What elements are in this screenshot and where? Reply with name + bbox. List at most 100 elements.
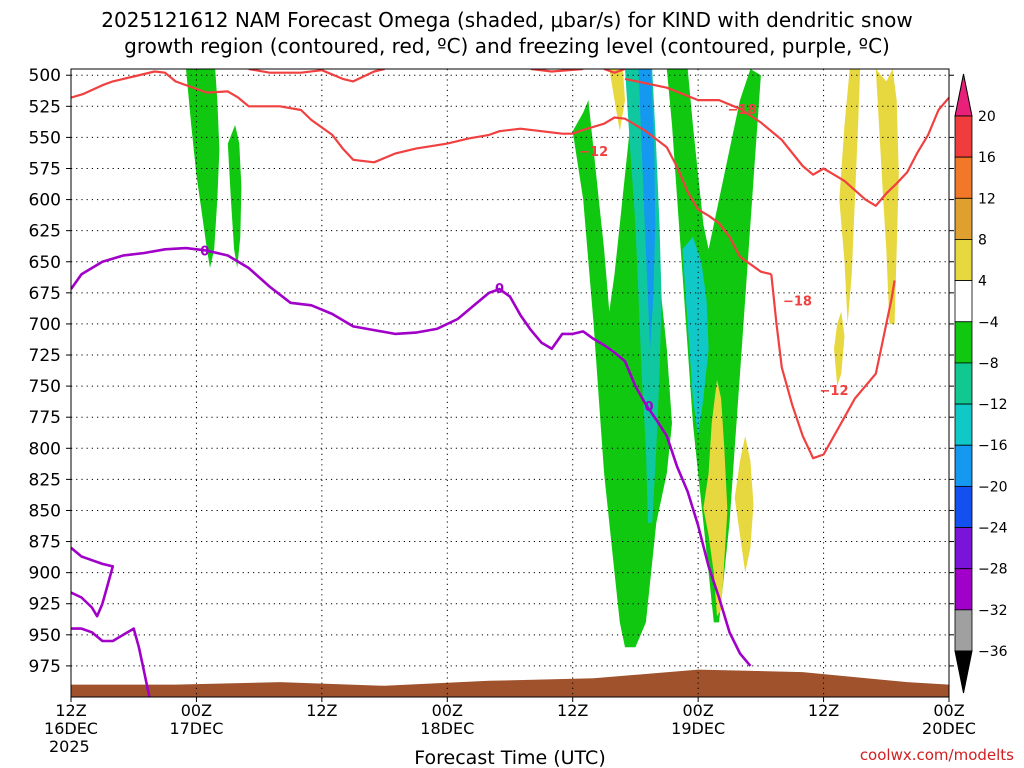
watermark: coolwx.com/modelts xyxy=(860,746,1014,764)
x-tick-label-5-0: 00Z xyxy=(682,701,713,720)
y-tick-label-850: 850 xyxy=(29,501,61,521)
x-tick-label-7-0: 00Z xyxy=(933,701,964,720)
colorbar-swatch-9 xyxy=(954,485,973,528)
omega-region-1 xyxy=(227,125,242,268)
contour-label-2: −18 xyxy=(783,294,812,309)
y-tick-label-625: 625 xyxy=(29,222,61,242)
x-tick-label-0-2: 2025 xyxy=(49,737,90,756)
colorbar-swatch-6 xyxy=(954,362,973,405)
colorbar-swatch-12 xyxy=(954,609,973,652)
y-tick-label-650: 650 xyxy=(29,253,61,273)
omega-region-10 xyxy=(839,69,861,324)
freezing-level-lowleft xyxy=(71,546,115,618)
dgz-contour-right-lower xyxy=(770,274,896,460)
y-tick-label-825: 825 xyxy=(29,470,61,490)
dgz-contour-mid xyxy=(530,69,584,73)
x-tick-label-3-0: 00Z xyxy=(432,701,463,720)
x-tick-label-0-0: 12Z xyxy=(55,701,86,720)
plot-area: −18 −12 −18 −12 0 0 0 xyxy=(70,68,950,698)
y-tick-label-725: 725 xyxy=(29,346,61,366)
colorbar-top-arrow xyxy=(954,73,973,117)
colorbar-swatch-7 xyxy=(954,403,973,446)
contour-label-6: 0 xyxy=(644,400,653,415)
omega-region-12 xyxy=(875,69,899,324)
x-tick-label-3-1: 18DEC xyxy=(420,719,474,738)
colorbar-swatch-5 xyxy=(954,321,973,364)
chart-title-line1: 2025121612 NAM Forecast Omega (shaded, μ… xyxy=(101,8,912,32)
terrain xyxy=(71,669,949,697)
colorbar-swatch-8 xyxy=(954,444,973,487)
colorbar-label-6: −8 xyxy=(978,356,999,372)
x-tick-label-7-1: 20DEC xyxy=(922,719,976,738)
x-tick-label-5-1: 19DEC xyxy=(671,719,725,738)
omega-region-0 xyxy=(186,69,220,268)
x-tick-label-6-0: 12Z xyxy=(808,701,839,720)
colorbar-label-13: −36 xyxy=(978,644,1008,660)
colorbar-label-11: −28 xyxy=(978,562,1008,578)
freezing-level-lowleft2 xyxy=(71,627,151,697)
omega-region-11 xyxy=(834,311,845,387)
colorbar-label-4: 4 xyxy=(978,274,987,290)
colorbar-swatch-11 xyxy=(954,568,973,611)
colorbar-label-10: −24 xyxy=(978,521,1008,537)
omega-region-9 xyxy=(734,435,754,573)
colorbar: 20 16 12 8 4 −4 −8 −12 −16 −20 −24 −28 −32 −36 xyxy=(954,73,1008,694)
colorbar-label-3: 8 xyxy=(978,232,987,248)
y-tick-label-800: 800 xyxy=(29,439,61,459)
colorbar-label-2: 12 xyxy=(978,191,996,207)
plot-frame xyxy=(70,68,950,698)
y-tick-label-700: 700 xyxy=(29,315,61,335)
y-tick-label-950: 950 xyxy=(29,626,61,646)
dgz-contour-upper xyxy=(71,70,772,276)
y-tick-label-600: 600 xyxy=(29,191,61,211)
x-tick-label-0-1: 16DEC xyxy=(44,719,98,738)
y-tick-label-575: 575 xyxy=(29,159,61,179)
omega-region-6 xyxy=(682,236,709,436)
colorbar-label-5: −4 xyxy=(978,315,999,331)
x-tick-label-4-0: 12Z xyxy=(557,701,588,720)
omega-region-8 xyxy=(703,379,728,617)
y-tick-label-975: 975 xyxy=(29,657,61,677)
contour-label-5: 0 xyxy=(495,282,504,297)
omega-region-5 xyxy=(638,69,656,349)
contour-label-1: −12 xyxy=(579,145,608,160)
x-tick-label-2-0: 12Z xyxy=(306,701,337,720)
x-axis-label: Forecast Time (UTC) xyxy=(414,747,605,768)
y-tick-label-550: 550 xyxy=(29,128,61,148)
dgz-contour-top xyxy=(248,69,385,83)
contour-label-0: −18 xyxy=(728,103,757,118)
omega-region-3 xyxy=(666,69,761,623)
colorbar-swatch-1 xyxy=(954,156,973,199)
colorbar-label-0: 20 xyxy=(978,109,996,125)
chart-title-line2: growth region (contoured, red, ºC) and f… xyxy=(124,34,890,58)
colorbar-swatch-10 xyxy=(954,527,973,570)
y-tick-label-900: 900 xyxy=(29,564,61,584)
y-tick-label-500: 500 xyxy=(29,66,61,86)
x-tick-label-1-0: 00Z xyxy=(181,701,212,720)
y-tick-label-750: 750 xyxy=(29,377,61,397)
colorbar-label-8: −16 xyxy=(978,438,1008,454)
x-tick-label-1-1: 17DEC xyxy=(169,719,223,738)
colorbar-swatch-4 xyxy=(954,280,973,323)
colorbar-label-9: −20 xyxy=(978,479,1008,495)
plot-inner: −18 −12 −18 −12 0 0 0 xyxy=(71,69,949,697)
y-tick-label-775: 775 xyxy=(29,408,61,428)
contour-label-4: 0 xyxy=(200,245,209,260)
y-axis-pressure-levels: 500 525 550 575 600 625 650 675 700 725 750 775 800 8… xyxy=(29,66,954,677)
colorbar-label-1: 16 xyxy=(978,150,996,166)
dgz-contour-short xyxy=(603,69,626,74)
colorbar-bottom-arrow xyxy=(954,650,973,694)
freezing-level-contour xyxy=(71,246,752,667)
contour-label-3: −12 xyxy=(820,384,849,399)
omega-region-7 xyxy=(609,69,625,132)
y-tick-label-525: 525 xyxy=(29,97,61,117)
y-tick-label-675: 675 xyxy=(29,284,61,304)
colorbar-swatch-3 xyxy=(954,239,973,282)
dgz-contour-right xyxy=(624,77,949,207)
y-tick-label-925: 925 xyxy=(29,595,61,615)
colorbar-label-7: −12 xyxy=(978,397,1008,413)
colorbar-swatch-2 xyxy=(954,197,973,240)
colorbar-swatch-0 xyxy=(954,115,973,158)
